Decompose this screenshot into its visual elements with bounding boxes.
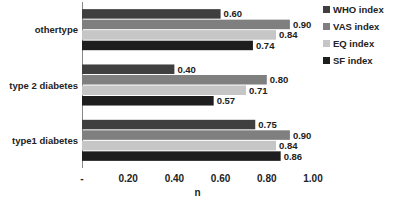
bars — [82, 9, 290, 161]
tick-label: - — [80, 173, 83, 184]
category-label: othertype — [35, 24, 78, 35]
bar — [82, 96, 214, 106]
data-label: 0.80 — [270, 74, 289, 85]
tick-mark — [313, 168, 314, 171]
legend-swatch — [323, 6, 330, 13]
bar — [82, 41, 253, 51]
tick-label: 0.40 — [165, 173, 185, 184]
bar — [82, 130, 290, 140]
legend-label: SF index — [333, 55, 373, 66]
data-labels: 0.750.900.840.860.400.800.710.570.600.90… — [177, 8, 311, 161]
bar — [82, 141, 276, 151]
tick-mark — [266, 168, 267, 171]
tick-label: 1.00 — [303, 173, 323, 184]
data-label: 0.40 — [177, 64, 196, 75]
data-label: 0.84 — [279, 140, 298, 151]
bar — [82, 75, 267, 85]
data-label: 0.86 — [284, 151, 303, 162]
legend-label: WHO index — [333, 4, 384, 15]
bar — [82, 86, 246, 96]
data-label: 0.90 — [293, 19, 312, 30]
data-label: 0.71 — [249, 85, 268, 96]
axis-title: n — [194, 187, 200, 198]
bar — [82, 30, 276, 40]
tick-label: 0.60 — [211, 173, 231, 184]
legend-label: EQ index — [333, 38, 375, 49]
legend-swatch — [323, 23, 330, 30]
data-label: 0.84 — [279, 29, 298, 40]
tick-mark — [82, 168, 83, 171]
bar — [82, 64, 174, 74]
legend-swatch — [323, 57, 330, 64]
tick-label: 0.80 — [257, 173, 277, 184]
category-label: type1 diabetes — [12, 135, 78, 146]
chart: -0.200.400.600.801.000.750.900.840.860.4… — [0, 0, 393, 198]
category-label: type 2 diabetes — [9, 80, 78, 91]
data-label: 0.57 — [217, 95, 236, 106]
tick-mark — [220, 168, 221, 171]
tick-mark — [128, 168, 129, 171]
tick-mark — [174, 168, 175, 171]
bar — [82, 151, 281, 161]
bar — [82, 9, 221, 19]
data-label: 0.90 — [293, 130, 312, 141]
data-label: 0.60 — [224, 8, 243, 19]
data-label: 0.75 — [258, 119, 277, 130]
bar — [82, 120, 255, 130]
data-label: 0.74 — [256, 40, 275, 51]
tick-label: 0.20 — [118, 173, 138, 184]
bar — [82, 20, 290, 30]
legend-label: VAS index — [333, 21, 380, 32]
legend-swatch — [323, 40, 330, 47]
